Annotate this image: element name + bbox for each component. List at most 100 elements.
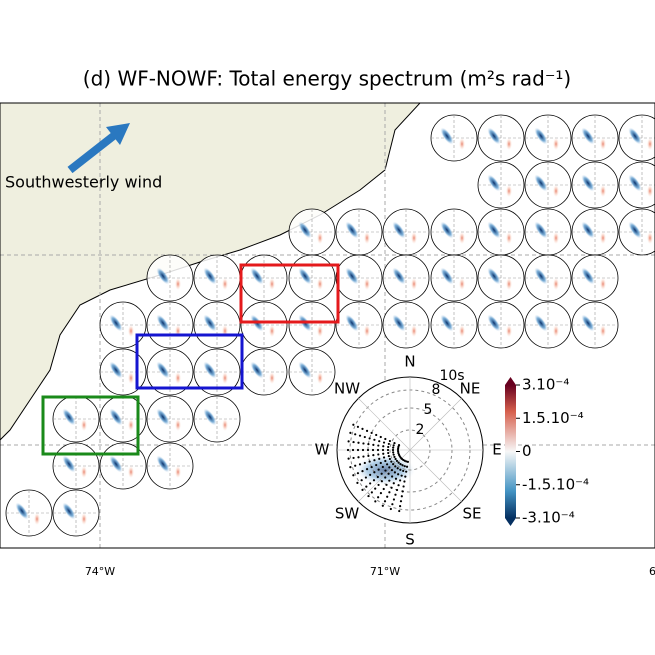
wind-dot <box>366 448 370 452</box>
colorbar-label: 0 <box>522 442 532 460</box>
wind-dot <box>382 445 385 448</box>
wind-dot <box>401 490 404 493</box>
direction-label: NE <box>460 380 481 398</box>
wind-dot <box>377 468 380 471</box>
spectrum-cell <box>193 348 241 396</box>
energy-blob <box>81 513 87 525</box>
wind-dot <box>399 462 402 466</box>
wind-dot <box>363 461 366 465</box>
spectrum-cell <box>193 395 241 443</box>
wind-dot <box>381 448 385 452</box>
energy-blob <box>628 127 642 145</box>
wind-dot <box>400 495 403 498</box>
spectrum-cell <box>288 254 336 302</box>
energy-blob <box>459 232 465 244</box>
energy-blob <box>553 138 559 150</box>
energy-blob <box>459 138 465 150</box>
direction-label: W <box>315 441 330 459</box>
energy-blob <box>156 361 170 379</box>
energy-blob <box>628 221 642 239</box>
wind-dot <box>386 463 389 466</box>
wind-dot <box>391 503 394 506</box>
spectrum-cell <box>477 254 525 302</box>
wind-dot <box>381 504 384 507</box>
spectrum-cell <box>571 114 619 162</box>
wind-dot <box>387 451 390 455</box>
energy-blob <box>15 502 29 520</box>
spectrum-cell <box>288 301 336 349</box>
wind-dot <box>388 457 392 461</box>
wind-dot <box>378 457 381 460</box>
wind-dot <box>384 459 387 463</box>
wind-dot <box>403 465 406 468</box>
energy-blob <box>345 314 359 332</box>
wind-dot <box>352 474 355 477</box>
wind-dot <box>392 463 395 466</box>
direction-label: SE <box>463 505 482 523</box>
spectrum-cell <box>430 254 478 302</box>
wind-dot <box>356 425 360 428</box>
wind-dot <box>356 448 360 452</box>
green-box <box>41 395 140 456</box>
energy-blob <box>581 314 595 332</box>
blue-box <box>135 333 244 390</box>
spectrum-cell <box>430 114 478 162</box>
wind-dot <box>390 486 393 489</box>
lon-label: 71°W <box>370 565 400 578</box>
spectrum-cell <box>5 489 53 537</box>
energy-blob <box>506 325 512 337</box>
wind-dot <box>395 488 399 492</box>
energy-blob <box>364 278 370 290</box>
wind-dot <box>347 440 350 443</box>
energy-blob <box>128 372 134 384</box>
energy-blob <box>345 267 359 285</box>
wind-dot <box>381 465 384 469</box>
energy-blob <box>317 278 323 290</box>
period-label: 10s <box>439 368 464 384</box>
energy-blob <box>600 232 606 244</box>
wind-dot <box>358 463 362 466</box>
wind-dot <box>388 439 392 443</box>
energy-blob <box>534 221 548 239</box>
wind-dot <box>387 442 390 446</box>
wind-dot <box>365 485 368 488</box>
lon-label: 6 <box>649 565 655 578</box>
spectrum-cell <box>571 161 619 209</box>
wind-dot <box>352 423 355 426</box>
wind-dot <box>380 472 383 475</box>
energy-blob <box>128 325 134 337</box>
wind-dot <box>394 477 398 480</box>
title: (d) WF-NOWF: Total energy spectrum (m²s … <box>83 67 571 91</box>
colorbar-cap <box>505 518 516 526</box>
energy-blob <box>222 278 228 290</box>
wind-dot <box>387 454 390 458</box>
wind-dot <box>391 475 394 478</box>
energy-blob <box>553 185 559 197</box>
energy-blob <box>156 455 170 473</box>
colorbar-label: 1.5.10⁻⁴ <box>522 409 584 427</box>
period-label: 2 <box>416 422 425 438</box>
wind-dot <box>361 470 364 473</box>
wind-dot <box>397 461 400 464</box>
energy-blob <box>581 174 595 192</box>
wind-dot <box>375 433 378 437</box>
spectrum-cell <box>618 161 655 209</box>
energy-blob <box>317 232 323 244</box>
energy-blob <box>392 314 406 332</box>
wind-dot <box>388 491 391 494</box>
energy-blob <box>647 185 653 197</box>
energy-blob <box>487 314 501 332</box>
wind-dot <box>361 448 365 452</box>
wind-dot <box>392 446 395 449</box>
wind-dot <box>374 487 377 490</box>
wind-dot <box>386 495 389 498</box>
wind-dot <box>372 443 375 446</box>
wind-dot <box>372 454 375 457</box>
wind-dot <box>402 485 405 488</box>
energy-blob <box>109 361 123 379</box>
wind-dot <box>382 456 386 459</box>
spectrum-cell <box>618 114 655 162</box>
energy-blob <box>364 232 370 244</box>
wind-dot <box>404 475 407 478</box>
energy-blob <box>298 221 312 239</box>
